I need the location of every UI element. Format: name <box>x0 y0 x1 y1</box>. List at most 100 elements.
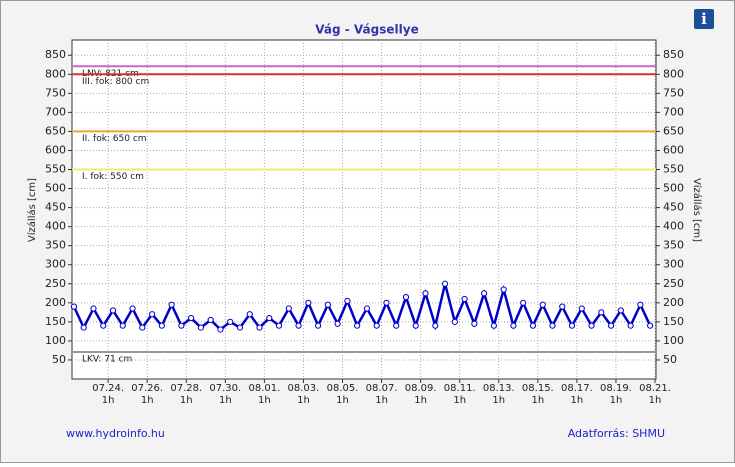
data-point <box>441 280 449 287</box>
data-point <box>295 322 302 329</box>
data-point <box>207 316 214 324</box>
data-point <box>148 311 156 318</box>
info-icon[interactable] <box>694 9 714 29</box>
y2-tick-label: 600 <box>663 143 684 156</box>
data-point <box>217 326 224 333</box>
info-icon-label[interactable]: i <box>701 10 707 28</box>
data-point <box>305 299 312 306</box>
reference-label: LKV: 71 cm <box>82 354 132 364</box>
data-point <box>158 322 165 329</box>
footer-link[interactable]: www.hydroinfo.hu <box>66 427 165 440</box>
y2-tick-label: 650 <box>663 124 684 137</box>
data-point <box>246 311 253 318</box>
x-tick-hour: 1h <box>649 395 662 406</box>
data-point <box>373 322 380 329</box>
y-tick-label: 850 <box>45 48 66 61</box>
data-point <box>80 324 87 331</box>
data-point <box>236 324 244 331</box>
footer-source: Adatforrás: SHMU <box>568 427 665 440</box>
y2-tick-label: 350 <box>663 239 684 252</box>
x-tick-hour: 1h <box>258 395 271 406</box>
x-tick-label: 08.05. <box>327 383 359 394</box>
data-point <box>520 299 527 306</box>
y-tick-label: 500 <box>45 182 66 195</box>
data-point <box>461 295 468 303</box>
y-tick-label: 250 <box>45 277 66 290</box>
x-tick-label: 08.01. <box>248 383 280 394</box>
data-point <box>607 322 615 329</box>
data-point <box>275 322 283 329</box>
y2-tick-label: 250 <box>663 277 684 290</box>
data-point <box>100 322 107 329</box>
data-point <box>578 305 585 312</box>
data-point <box>451 318 458 325</box>
data-point <box>324 301 331 308</box>
data-point <box>285 305 292 312</box>
chart-title: Vág - Vágsellye <box>315 23 418 37</box>
x-tick-label: 08.21. <box>639 383 671 394</box>
x-tick-label: 08.09. <box>405 383 437 394</box>
x-tick-hour: 1h <box>571 395 584 406</box>
y2-tick-label: 100 <box>663 334 684 347</box>
data-point <box>432 322 439 329</box>
x-tick-hour: 1h <box>492 395 505 406</box>
series-line <box>72 283 652 332</box>
x-tick-hour: 1h <box>336 395 349 406</box>
x-tick-label: 08.19. <box>600 383 632 394</box>
x-tick-label: 08.15. <box>522 383 554 394</box>
reference-label: II. fok: 650 cm <box>82 134 147 144</box>
x-tick-hour: 1h <box>531 395 544 406</box>
data-point <box>315 322 322 329</box>
y-tick-label: 50 <box>52 353 66 366</box>
y-tick-label: 450 <box>45 201 66 214</box>
data-point <box>139 324 146 331</box>
data-point <box>588 322 595 329</box>
y-axis-title: Vízállás [cm] <box>26 178 38 242</box>
data-point <box>70 303 78 310</box>
data-point <box>490 322 497 329</box>
x-tick-label: 08.17. <box>561 383 593 394</box>
x-tick-label: 07.30. <box>209 383 241 394</box>
y-tick-label: 350 <box>45 239 66 252</box>
y-tick-label: 100 <box>45 334 66 347</box>
data-point <box>471 320 478 327</box>
y2-tick-label: 200 <box>663 296 684 309</box>
data-point <box>109 307 117 314</box>
data-point <box>363 305 371 312</box>
x-tick-hour: 1h <box>219 395 232 406</box>
x-tick-hour: 1h <box>141 395 154 406</box>
y-tick-label: 650 <box>45 124 66 137</box>
data-point <box>637 301 644 308</box>
data-point <box>334 320 341 327</box>
data-point <box>510 322 517 329</box>
data-point <box>256 324 263 331</box>
data-point <box>481 290 488 297</box>
x-tick-label: 07.26. <box>131 383 163 394</box>
data-point <box>266 314 273 322</box>
x-tick-label: 07.24. <box>92 383 124 394</box>
data-point <box>119 322 126 329</box>
y-tick-label: 800 <box>45 67 66 80</box>
reference-label: III. fok: 800 cm <box>82 77 149 87</box>
x-tick-hour: 1h <box>375 395 388 406</box>
y-tick-label: 700 <box>45 105 66 118</box>
data-point <box>344 297 351 305</box>
y-tick-label: 300 <box>45 258 66 271</box>
x-tick-hour: 1h <box>297 395 310 406</box>
x-tick-label: 08.07. <box>366 383 398 394</box>
data-point <box>647 322 654 329</box>
plot-area <box>71 39 657 380</box>
data-point <box>617 307 624 314</box>
data-point <box>383 299 390 306</box>
x-tick-hour: 1h <box>102 395 115 406</box>
data-point <box>178 322 185 329</box>
data-point <box>129 305 136 312</box>
data-point <box>627 322 634 329</box>
data-point <box>598 309 605 316</box>
y2-tick-label: 50 <box>663 353 677 366</box>
y2-tick-label: 700 <box>663 105 684 118</box>
data-point <box>227 318 234 325</box>
x-tick-label: 07.28. <box>170 383 202 394</box>
y2-tick-label: 150 <box>663 315 684 328</box>
